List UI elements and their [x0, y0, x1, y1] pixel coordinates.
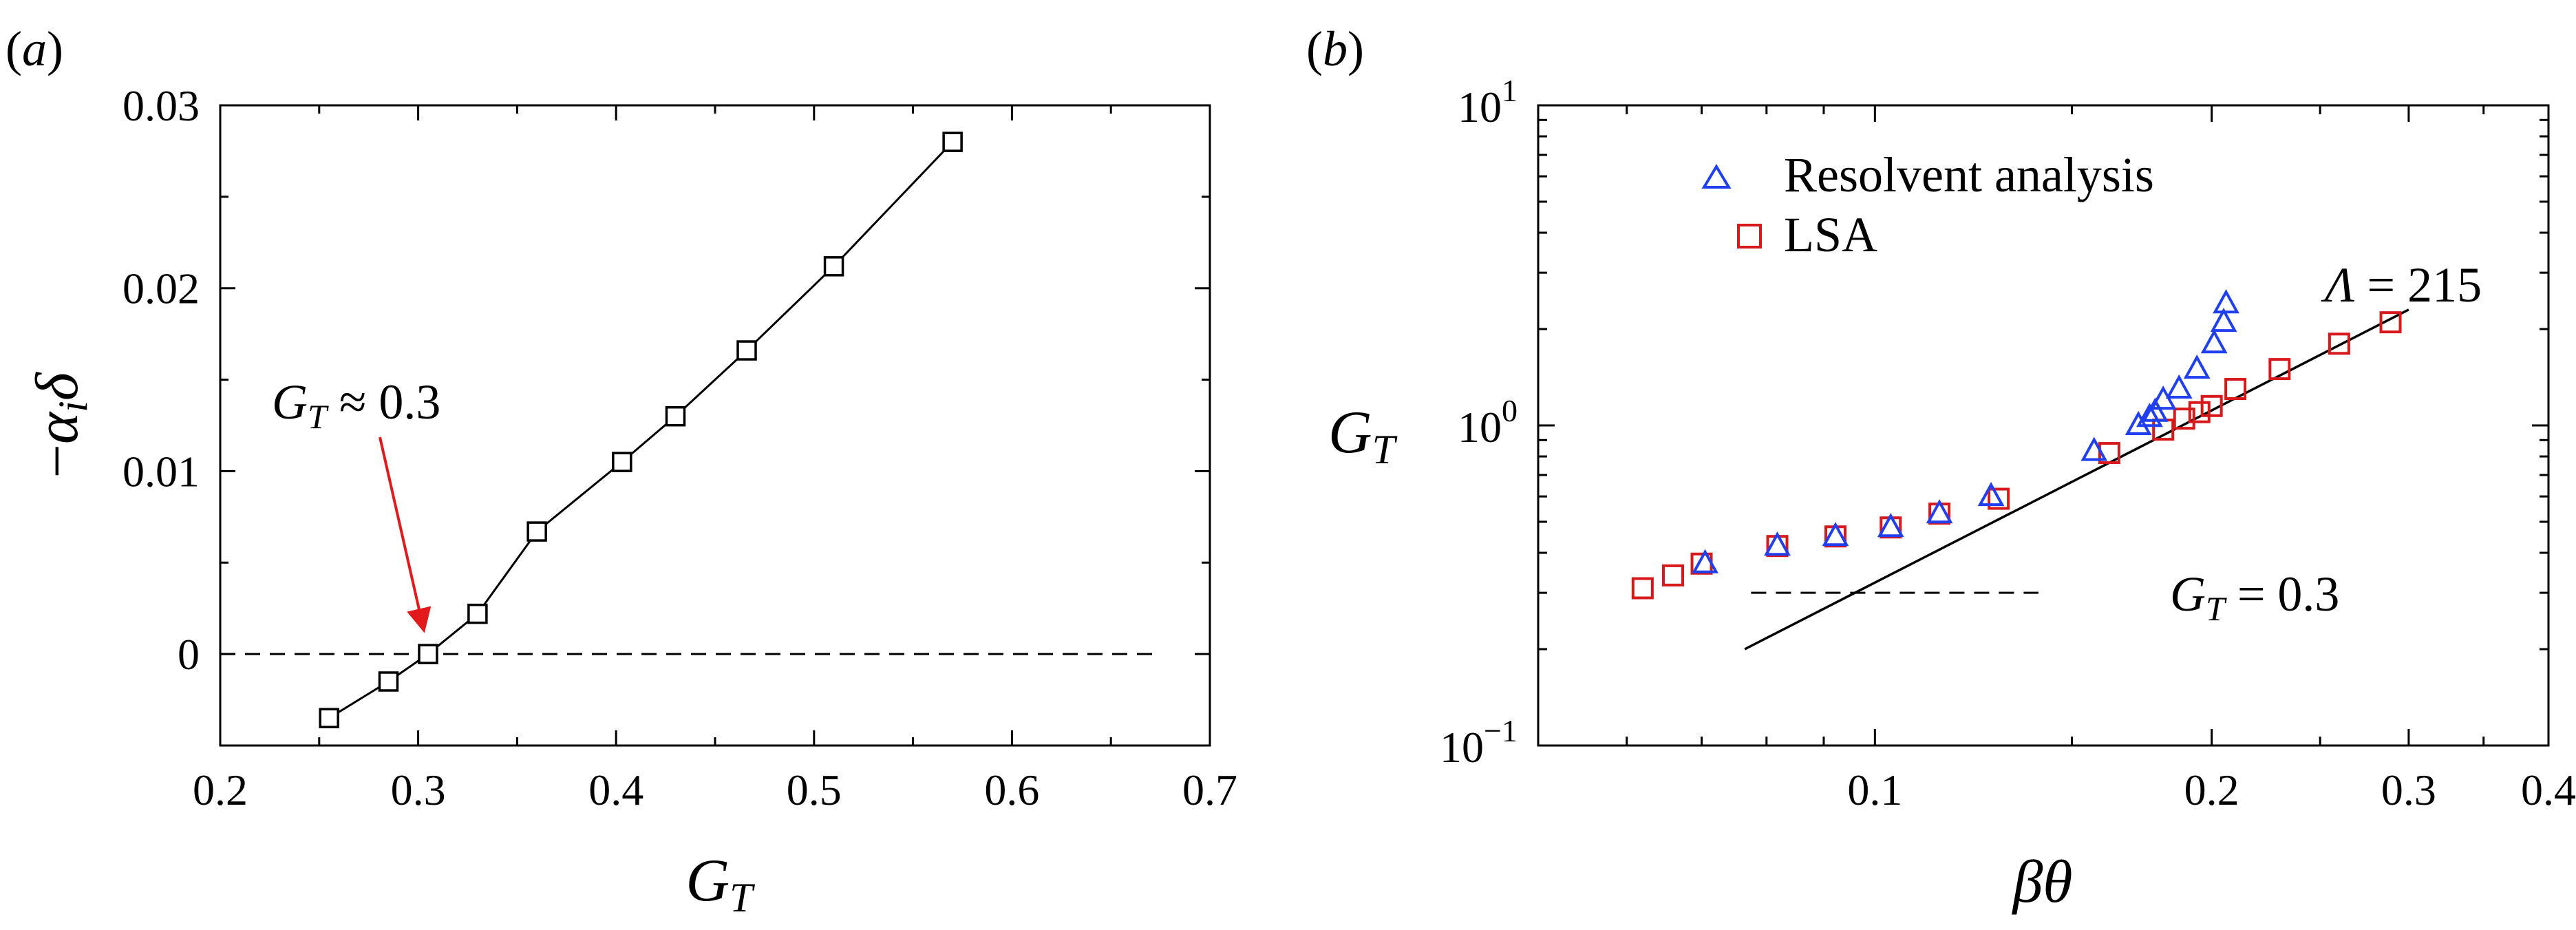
y-tick-label-b: 101 [1458, 73, 1518, 131]
x-tick-label: 0.7 [1182, 765, 1237, 814]
resolvent-point [1926, 499, 1953, 524]
panel-b: (b) 0.1 0.2 0.3 0.4 101 100 10−1 GT βθ Λ = 215… [1306, 21, 2576, 916]
lsa-point [2200, 394, 2223, 417]
x-tick-label: 0.2 [193, 765, 248, 814]
data-point-square [467, 603, 488, 624]
x-tick-label-b: 0.2 [2184, 765, 2239, 814]
data-point-square [823, 256, 844, 277]
x-axis-label: GT [686, 847, 756, 920]
resolvent-point [2200, 329, 2228, 354]
fit-line [1744, 308, 2409, 651]
legend-label-resolvent: Resolvent analysis [1784, 147, 2154, 202]
y-tick-label-b: 10−1 [1440, 713, 1518, 772]
resolvent-point [2136, 403, 2163, 427]
lsa-point [2188, 401, 2211, 423]
y-tick-label: 0.01 [123, 447, 200, 496]
resolvent-point [1877, 513, 1904, 538]
resolvent-point [2165, 374, 2193, 399]
x-axis-label-b: βθ [2011, 849, 2072, 916]
y-tick-label: 0.03 [123, 81, 200, 130]
resolvent-point [1764, 531, 1791, 556]
lsa-point [1631, 577, 1654, 600]
reference-line-label: GT = 0.3 [2170, 567, 2339, 628]
data-point-square [319, 708, 339, 728]
series-line [328, 141, 954, 719]
resolvent-point [2142, 397, 2169, 422]
resolvent-point [2210, 308, 2237, 332]
lsa-point [2224, 378, 2247, 401]
lsa-point [1661, 564, 1684, 586]
lsa-point [2173, 408, 2195, 430]
y-axis-label-b: GT [1328, 399, 1398, 472]
data-point-square [612, 452, 632, 472]
annotation-gt-approx: GT ≈ 0.3 [272, 374, 440, 436]
x-tick-label: 0.4 [588, 765, 643, 814]
data-point-square [378, 671, 399, 692]
lsa-point [2098, 442, 2120, 465]
lsa-point [1988, 487, 2010, 510]
legend-marker-resolvent [1701, 164, 1732, 189]
resolvent-point [1977, 482, 2005, 507]
data-point-square [526, 521, 547, 542]
resolvent-point [1692, 549, 1718, 573]
legend-label-lsa: LSA [1784, 207, 1877, 262]
legend-marker-lsa [1737, 224, 1762, 249]
y-tick-label: 0.02 [123, 264, 200, 313]
y-tick-label-b: 100 [1458, 393, 1518, 452]
resolvent-point [2213, 289, 2239, 314]
resolvent-point [2125, 410, 2152, 435]
resolvent-point [1822, 522, 1849, 547]
x-tick-label: 0.6 [984, 765, 1039, 814]
x-tick-label-b: 0.1 [1847, 765, 1902, 814]
x-tick-label: 0.3 [391, 765, 446, 814]
lsa-point [2379, 311, 2402, 334]
y-tick-label: 0 [178, 630, 200, 679]
panel-a-label: (a) [6, 21, 63, 76]
data-point-square [942, 131, 963, 152]
x-tick-label: 0.5 [787, 765, 842, 814]
data-point-square [665, 405, 686, 427]
x-tick-label-b: 0.4 [2521, 765, 2576, 814]
lsa-point [2268, 358, 2291, 381]
lsa-point [2328, 332, 2350, 355]
resolvent-point [2080, 436, 2108, 461]
data-point-square [418, 644, 438, 664]
resolvent-point [2183, 354, 2211, 379]
annotation-arrow [379, 436, 432, 633]
y-axis-label: −αiδ [24, 371, 96, 478]
fit-line-label: Λ = 215 [2321, 257, 2482, 313]
x-tick-label-b: 0.3 [2381, 765, 2436, 814]
panel-b-label: (b) [1306, 21, 1364, 76]
panel-a: (a) 0.2 0.3 0.4 0.5 0.6 0.7 0 0.01 0.02 0.03 −αiδ… [6, 21, 1237, 920]
legend: Resolvent analysis LSA [1701, 147, 2154, 262]
data-point-square [736, 340, 757, 361]
